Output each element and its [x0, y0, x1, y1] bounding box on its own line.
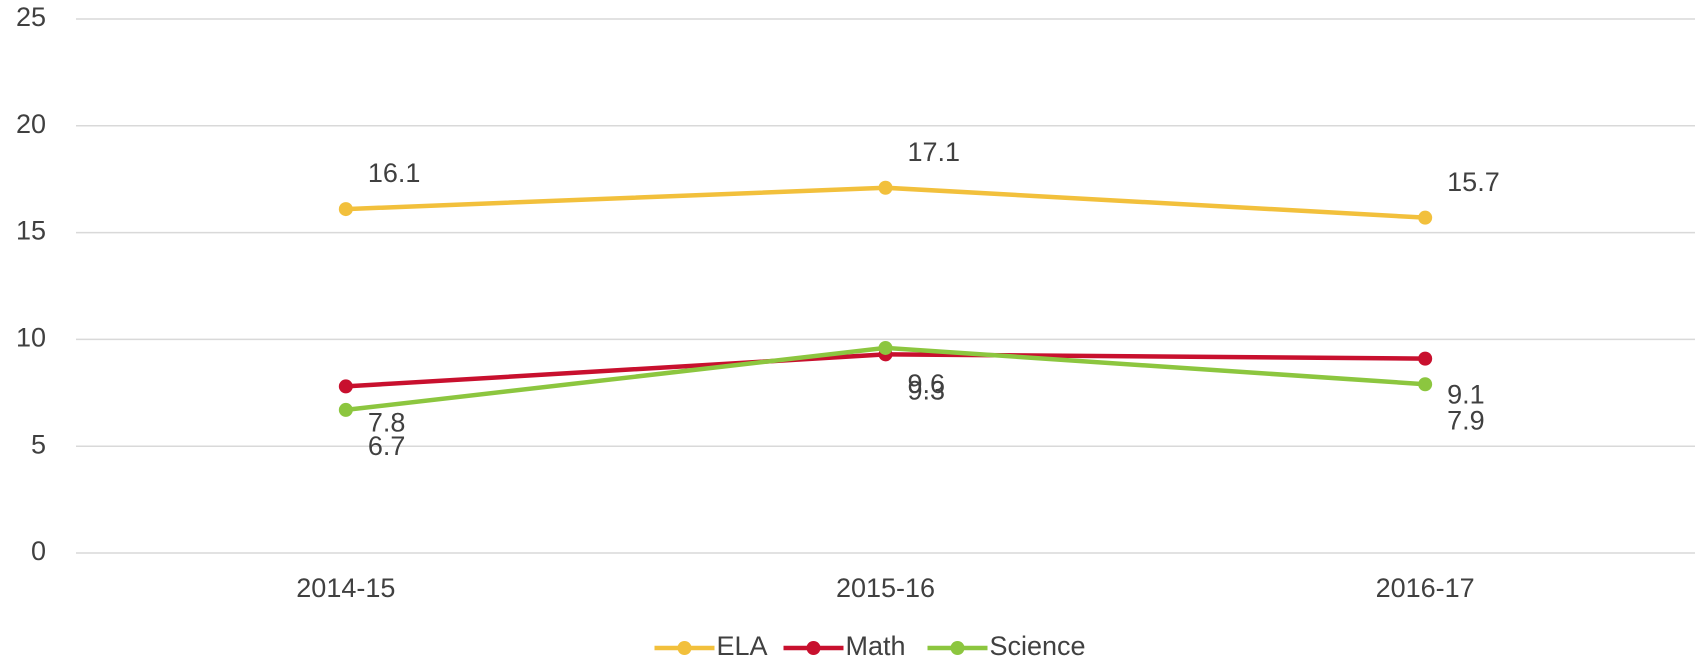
legend-marker	[950, 641, 965, 655]
y-tick-label: 25	[16, 2, 46, 32]
series-point	[1418, 351, 1433, 366]
legend-label: ELA	[717, 631, 768, 661]
data-label: 9.3	[908, 375, 946, 405]
series-point	[338, 202, 353, 217]
y-tick-label: 10	[16, 323, 46, 353]
series-point	[1418, 377, 1433, 392]
series-point	[1418, 210, 1433, 225]
data-label: 16.1	[368, 158, 421, 188]
data-label: 15.7	[1447, 167, 1500, 197]
data-label: 17.1	[908, 137, 961, 167]
legend-label: Science	[990, 631, 1086, 661]
data-label: 7.8	[368, 408, 406, 438]
series-point	[338, 379, 353, 394]
y-tick-label: 5	[31, 429, 46, 459]
y-tick-label: 0	[31, 536, 46, 566]
series-point	[878, 180, 893, 195]
series-point	[338, 402, 353, 417]
data-label: 9.6	[908, 369, 946, 399]
y-tick-label: 20	[16, 109, 46, 139]
legend-marker	[806, 641, 821, 655]
series-point	[878, 340, 893, 355]
data-label: 9.1	[1447, 380, 1485, 410]
y-tick-label: 15	[16, 216, 46, 246]
data-label: 7.9	[1447, 405, 1485, 435]
legend-marker	[677, 641, 692, 655]
x-tick-label: 2016-17	[1376, 573, 1475, 603]
x-tick-label: 2014-15	[296, 573, 395, 603]
legend-label: Math	[846, 631, 906, 661]
x-tick-label: 2015-16	[836, 573, 935, 603]
data-label: 6.7	[368, 431, 406, 461]
